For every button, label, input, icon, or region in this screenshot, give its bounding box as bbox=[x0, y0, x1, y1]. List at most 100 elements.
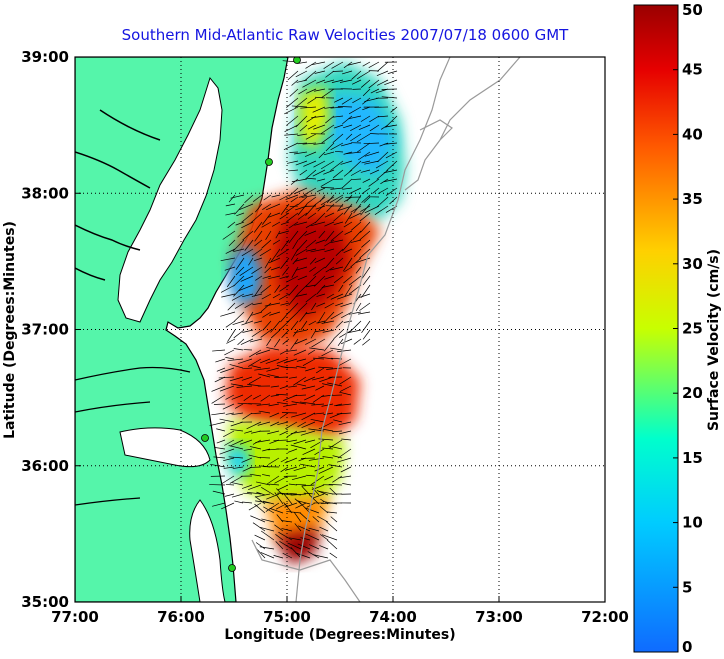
velocity-arrow bbox=[308, 527, 320, 532]
velocity-arrow bbox=[261, 487, 275, 496]
velocity-arrow bbox=[385, 187, 398, 196]
velocity-arrow bbox=[359, 293, 371, 298]
velocity-arrow bbox=[364, 97, 380, 102]
velocity-arrow bbox=[248, 257, 254, 266]
velocity-arrow bbox=[308, 457, 325, 461]
velocity-arrow bbox=[251, 365, 262, 369]
velocity-arrow bbox=[251, 248, 263, 257]
colorbar-tick-label: 25 bbox=[682, 320, 703, 338]
velocity-arrow bbox=[348, 311, 362, 315]
velocity-arrow bbox=[360, 221, 371, 233]
velocity-arrow bbox=[214, 447, 226, 450]
velocity-arrow bbox=[341, 70, 353, 75]
velocity-arrow bbox=[262, 320, 272, 331]
velocity-arrow bbox=[253, 221, 263, 233]
velocity-region-south-cyan bbox=[225, 445, 250, 478]
velocity-arrow bbox=[337, 203, 344, 212]
station-marker bbox=[293, 57, 301, 64]
velocity-arrow bbox=[306, 88, 317, 94]
velocity-arrow bbox=[286, 212, 299, 222]
x-tick-label: 75:00 bbox=[263, 608, 311, 626]
velocity-arrow bbox=[265, 203, 281, 211]
velocity-arrow bbox=[341, 178, 353, 189]
velocity-arrow bbox=[353, 338, 362, 345]
velocity-arrow bbox=[348, 106, 362, 115]
velocity-arrow bbox=[322, 383, 334, 387]
velocity-arrow bbox=[255, 481, 271, 486]
velocity-arrow bbox=[321, 88, 335, 98]
velocity-arrow bbox=[288, 376, 298, 379]
velocity-arrow bbox=[268, 212, 281, 218]
velocity-arrow bbox=[296, 239, 308, 252]
velocity-arrow bbox=[242, 230, 254, 241]
velocity-arrow bbox=[244, 430, 253, 434]
velocity-arrow bbox=[294, 498, 302, 505]
velocity-arrow bbox=[340, 466, 352, 473]
velocity-arrow bbox=[262, 203, 272, 210]
velocity-arrow bbox=[224, 349, 235, 356]
velocity-arrow bbox=[297, 203, 308, 216]
velocity-arrow bbox=[299, 512, 311, 523]
velocity-arrow bbox=[260, 284, 272, 294]
velocity-arrow bbox=[285, 421, 298, 430]
velocity-arrow bbox=[303, 160, 317, 167]
velocity-arrow bbox=[339, 79, 353, 83]
colorbar-tick-label: 45 bbox=[682, 61, 703, 79]
velocity-arrow bbox=[329, 487, 338, 496]
velocity-arrow bbox=[282, 338, 290, 345]
velocity-arrow bbox=[233, 329, 245, 339]
velocity-arrow bbox=[295, 248, 308, 256]
velocity-arrow bbox=[279, 275, 290, 280]
velocity-arrow bbox=[321, 133, 335, 144]
velocity-arrow bbox=[327, 382, 343, 387]
velocity-arrow bbox=[362, 61, 371, 67]
velocity-arrow bbox=[223, 466, 235, 469]
velocity-arrow bbox=[233, 311, 245, 322]
velocity-arrow bbox=[306, 177, 317, 180]
velocity-arrow bbox=[307, 124, 317, 130]
velocity-arrow bbox=[241, 484, 253, 489]
velocity-arrow bbox=[311, 115, 326, 119]
velocity-arrow bbox=[243, 448, 253, 451]
velocity-arrow bbox=[318, 466, 334, 474]
velocity-arrow bbox=[316, 302, 326, 307]
y-tick-label: 35:00 bbox=[21, 593, 69, 611]
velocity-arrow bbox=[359, 248, 371, 259]
velocity-arrow bbox=[241, 293, 254, 298]
velocity-arrow bbox=[259, 457, 271, 459]
velocity-arrow bbox=[228, 194, 236, 203]
velocity-arrow bbox=[381, 96, 398, 99]
velocity-arrow bbox=[342, 483, 352, 486]
velocity-arrow bbox=[239, 203, 254, 210]
velocity-arrow bbox=[230, 421, 244, 427]
y-axis: 35:00 36:00 37:00 38:00 39:00 bbox=[21, 48, 81, 611]
velocity-arrow bbox=[232, 466, 244, 469]
velocity-arrow bbox=[333, 97, 344, 103]
velocity-arrow bbox=[314, 257, 326, 263]
velocity-arrow bbox=[347, 61, 362, 66]
velocity-arrow bbox=[313, 266, 326, 277]
velocity-arrow bbox=[255, 439, 271, 443]
velocity-arrow bbox=[330, 347, 343, 351]
velocity-arrow bbox=[275, 541, 284, 550]
velocity-arrow bbox=[290, 248, 299, 261]
velocity-arrow bbox=[333, 169, 344, 179]
velocity-arrow bbox=[305, 533, 320, 541]
velocity-arrow bbox=[312, 487, 320, 496]
velocity-arrow bbox=[377, 151, 389, 163]
velocity-arrow bbox=[310, 418, 325, 423]
velocity-arrow bbox=[324, 106, 335, 109]
velocity-arrow bbox=[293, 466, 307, 472]
velocity-arrow bbox=[362, 329, 371, 340]
velocity-arrow bbox=[315, 205, 326, 210]
velocity-arrow bbox=[286, 115, 299, 126]
velocity-arrow bbox=[262, 448, 271, 452]
velocity-arrow bbox=[304, 394, 316, 401]
velocity-arrow bbox=[296, 484, 307, 486]
velocity-arrow bbox=[322, 501, 338, 505]
velocity-arrow bbox=[288, 385, 298, 388]
velocity-arrow bbox=[297, 525, 311, 532]
velocity-arrow bbox=[226, 275, 236, 288]
velocity-arrow bbox=[337, 349, 352, 353]
velocity-arrow bbox=[282, 552, 293, 559]
